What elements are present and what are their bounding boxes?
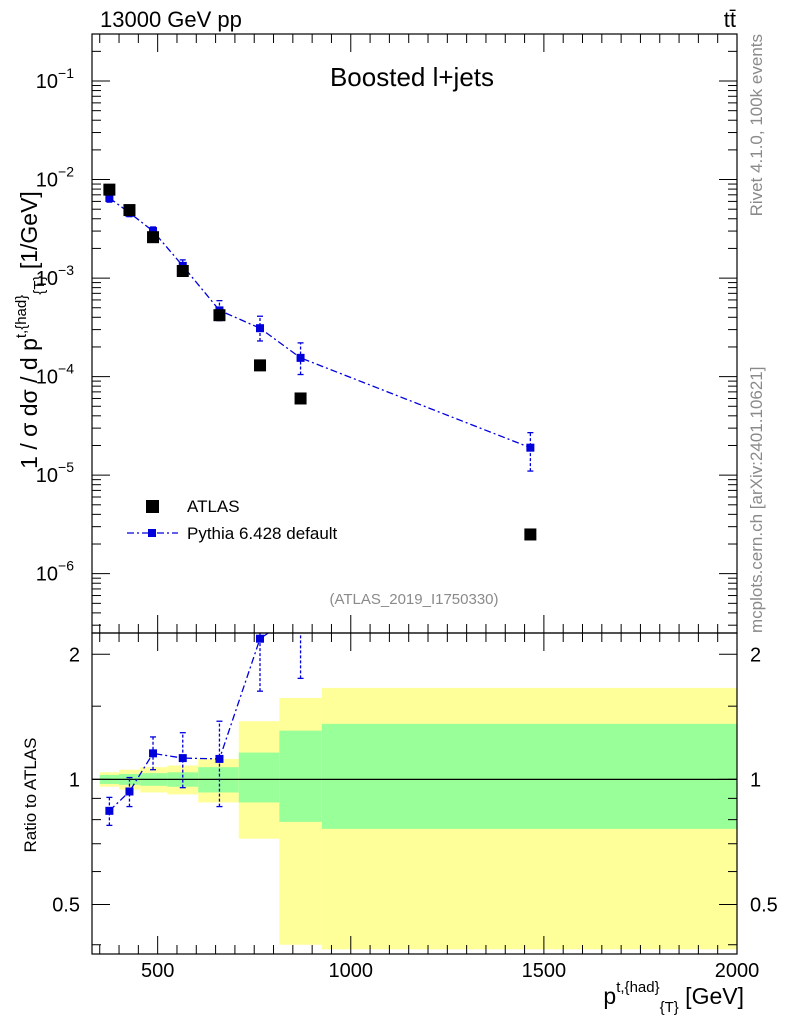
- ratio-frame: [91, 632, 738, 955]
- main-y-tick-labels: 10−6 10−5 10−4 10−3 10−2 10−1: [36, 65, 74, 586]
- ratio-panel: 0.5 0.5 1 1 2 2 500 1000 1500 2000 Ratio to ATLA…: [21, 606, 778, 1016]
- ratio-mc-marker: [105, 806, 114, 815]
- ratio-mc-point: [125, 776, 134, 808]
- main-y-tick-label: 10−3: [36, 262, 74, 290]
- data-point: [254, 359, 267, 372]
- data-point: [123, 204, 136, 217]
- main-y-tick-label: 10−4: [36, 361, 74, 389]
- data-point: [213, 309, 226, 322]
- ratio-y-tick-label-left: 1: [69, 769, 80, 791]
- legend-mc-marker: [148, 529, 156, 537]
- x-tick-labels: 500 1000 1500 2000: [141, 960, 759, 982]
- legend-data-label: ATLAS: [187, 497, 240, 516]
- main-panel: 10−610−510−410−310−210−1 Boosted l+jets …: [13, 33, 738, 634]
- data-point: [176, 264, 189, 277]
- ratio-mc-series: [105, 606, 305, 827]
- data-point: [147, 231, 160, 244]
- mc-marker: [256, 324, 265, 333]
- ratio-mc-marker: [297, 606, 305, 614]
- mc-point: [256, 315, 265, 342]
- ratio-mc-point: [178, 732, 187, 789]
- ratio-mc-marker: [125, 787, 134, 796]
- ratio-mc-marker: [215, 754, 224, 763]
- analysis-label: (ATLAS_2019_I1750330): [329, 591, 498, 608]
- main-y-tick-label: 10−6: [36, 558, 74, 586]
- process-label: tt̄: [724, 7, 736, 32]
- data-point: [103, 183, 116, 196]
- data-point: [524, 528, 537, 541]
- stat-uncertainty-band: [279, 730, 322, 822]
- ratio-uncertainty-bands: [99, 687, 737, 950]
- mc-marker: [105, 193, 114, 202]
- mc-marker: [149, 227, 158, 236]
- x-tick-label: 500: [141, 960, 174, 982]
- data-series: [103, 183, 537, 541]
- beam-label: 13000 GeV pp: [100, 7, 242, 32]
- mc-series: [105, 193, 535, 472]
- ratio-mc-marker: [178, 754, 187, 763]
- stat-uncertainty-band: [321, 723, 737, 829]
- mc-point: [296, 342, 305, 376]
- ratio-y-axis-label: Ratio to ATLAS: [21, 738, 40, 853]
- ratio-y-tick-label-left: 2: [69, 644, 80, 666]
- ratio-y-tick-labels: 0.5 0.5 1 1 2 2: [52, 644, 778, 916]
- ratio-y-tick-label-right: 2: [750, 644, 761, 666]
- stat-uncertainty-band: [238, 752, 280, 803]
- main-axis-ticks: [92, 34, 738, 633]
- main-y-tick-label: 10−1: [36, 65, 74, 93]
- ratio-axis-ticks: [92, 633, 738, 954]
- mc-line: [109, 197, 531, 449]
- main-chart-title: Boosted l+jets: [330, 62, 494, 92]
- ratio-mc-point: [215, 720, 224, 808]
- ratio-mc-marker: [149, 749, 158, 758]
- x-tick-label: 1000: [329, 960, 374, 982]
- main-y-tick-label: 10−2: [36, 164, 74, 192]
- x-tick-label: 1500: [522, 960, 567, 982]
- data-point: [294, 392, 307, 405]
- legend: ATLAS Pythia 6.428 default: [127, 497, 338, 543]
- legend-mc-label: Pythia 6.428 default: [187, 524, 338, 543]
- mc-marker: [526, 443, 535, 452]
- mc-point: [526, 431, 535, 472]
- ratio-mc-point: [297, 606, 305, 680]
- main-y-axis-label: 1 / σ dσ / d pt,{had}{T} [1/GeV]: [13, 191, 48, 469]
- ratio-y-tick-label-right: 1: [750, 769, 761, 791]
- rivet-version-label: Rivet 4.1.0, 100k events: [747, 34, 766, 216]
- legend-data-marker: [146, 500, 159, 513]
- main-y-tick-label: 10−5: [36, 459, 74, 487]
- ratio-mc-point: [256, 633, 265, 692]
- ratio-mc-point: [149, 736, 158, 771]
- x-axis-label: pt,{had}{T} [GeV]: [603, 979, 744, 1016]
- ratio-mc-marker: [256, 634, 265, 643]
- mcplots-label: mcplots.cern.ch [arXiv:2401.10621]: [747, 367, 766, 633]
- ratio-mc-point: [105, 796, 114, 827]
- ratio-y-tick-label-left: 0.5: [52, 894, 80, 916]
- mc-marker: [296, 353, 305, 362]
- x-tick-label: 2000: [715, 960, 760, 982]
- main-frame: [91, 33, 738, 634]
- ratio-y-tick-label-right: 0.5: [750, 894, 778, 916]
